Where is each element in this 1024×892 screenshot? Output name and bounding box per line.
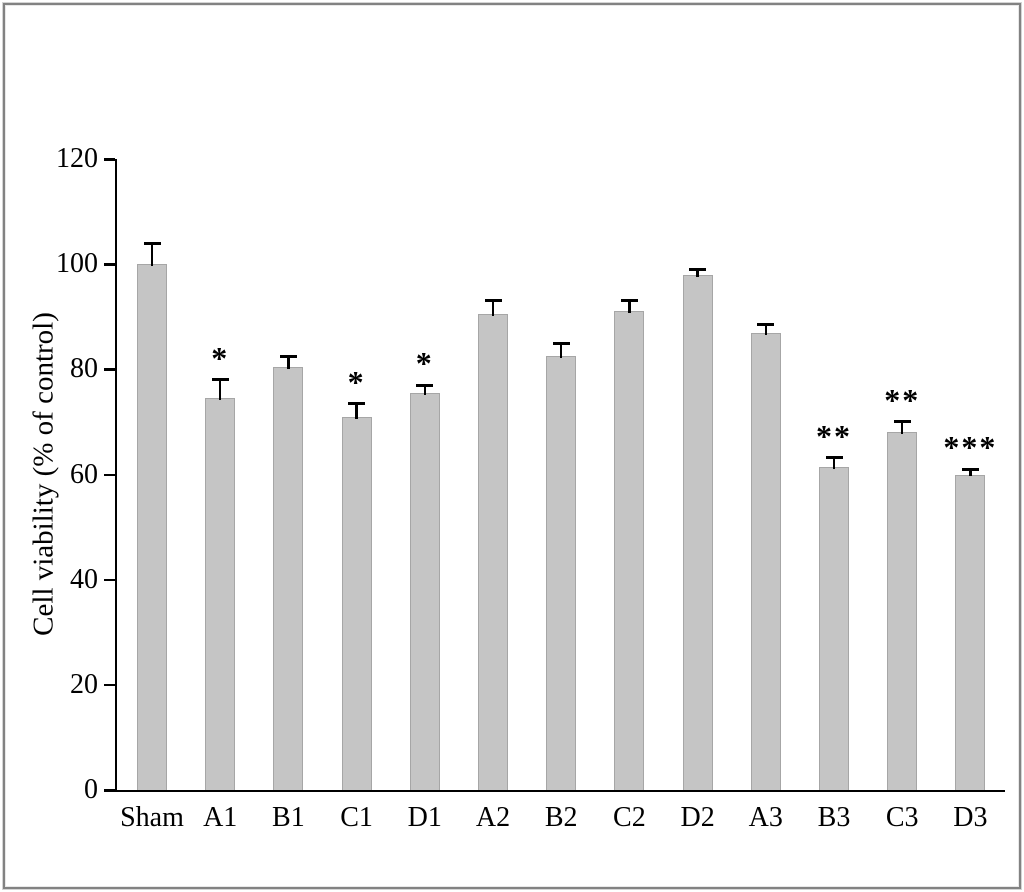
y-tick-mark	[103, 578, 115, 582]
bar-d3	[955, 474, 986, 790]
error-bar-cap-c2	[620, 299, 638, 303]
bar-sham	[137, 264, 167, 790]
y-tick-label: 60	[70, 458, 98, 490]
significance-a1: *	[211, 339, 230, 376]
bar-d1	[409, 392, 440, 790]
error-bar-b1	[287, 356, 290, 369]
y-tick-label: 100	[56, 248, 98, 280]
x-axis	[114, 789, 1005, 792]
error-bar-a3	[764, 324, 768, 335]
y-tick-mark	[103, 789, 115, 792]
significance-d1: *	[415, 345, 434, 382]
significance-c1: *	[347, 363, 366, 400]
bar-b2	[546, 356, 577, 790]
x-tick-label-c2: C2	[613, 802, 646, 833]
x-tick-label-a1: A1	[203, 802, 238, 833]
y-axis	[114, 159, 117, 792]
error-bar-d3	[969, 469, 972, 477]
x-tick-label-a3: A3	[748, 802, 783, 833]
error-bar-cap-sham	[143, 241, 161, 245]
bar-b3	[819, 466, 849, 790]
error-bar-cap-a1	[211, 378, 229, 382]
error-bar-cap-b1	[279, 354, 297, 358]
x-tick-label-b1: B1	[272, 802, 305, 833]
y-tick-mark	[103, 263, 115, 266]
bar-c1	[341, 416, 372, 790]
x-tick-label-d1: D1	[407, 802, 442, 833]
y-tick-mark	[103, 683, 115, 687]
error-bar-a2	[491, 300, 495, 317]
y-tick-label: 120	[56, 143, 98, 174]
bar-a1	[205, 398, 236, 790]
y-tick-label: 0	[84, 774, 98, 805]
x-tick-label-d3: D3	[953, 802, 988, 833]
y-tick-mark	[103, 368, 115, 371]
y-tick-mark	[103, 473, 115, 476]
error-bar-c1	[355, 403, 358, 419]
error-bar-d1	[423, 385, 427, 395]
significance-b3: **	[816, 417, 852, 454]
error-bar-c2	[628, 300, 631, 314]
x-tick-label-sham: Sham	[120, 802, 184, 833]
bar-a2	[478, 314, 508, 790]
error-bar-a1	[218, 379, 222, 401]
significance-c3: **	[884, 381, 921, 418]
bar-a3	[750, 332, 781, 790]
error-bar-cap-d1	[416, 383, 434, 387]
bar-b1	[273, 366, 304, 790]
x-tick-label-b2: B2	[544, 802, 578, 833]
x-tick-label-d2: D2	[680, 802, 715, 833]
error-bar-d2	[696, 269, 699, 277]
y-tick-label: 20	[70, 668, 98, 700]
y-tick-label: 80	[70, 353, 98, 385]
error-bar-cap-d2	[689, 267, 707, 271]
x-tick-label-c1: C1	[340, 802, 373, 833]
bar-d2	[682, 274, 713, 790]
error-bar-cap-c3	[893, 420, 911, 424]
error-bar-b2	[559, 343, 563, 359]
error-bar-cap-c1	[348, 402, 366, 405]
y-tick-mark	[103, 158, 115, 161]
error-bar-c3	[900, 421, 904, 435]
error-bar-sham	[150, 243, 154, 267]
x-tick-label-c3: C3	[885, 802, 919, 833]
x-tick-label-b3: B3	[817, 802, 851, 833]
significance-d3: ***	[943, 429, 998, 466]
y-tick-label: 40	[70, 563, 98, 595]
bar-c3	[887, 432, 918, 790]
error-bar-cap-a3	[757, 323, 775, 327]
bar-c2	[614, 311, 645, 790]
error-bar-b3	[832, 457, 836, 469]
error-bar-cap-b2	[552, 341, 570, 345]
error-bar-cap-d3	[961, 467, 979, 471]
error-bar-cap-a2	[484, 299, 502, 303]
error-bar-cap-b3	[825, 456, 843, 460]
x-tick-label-a2: A2	[475, 802, 511, 833]
